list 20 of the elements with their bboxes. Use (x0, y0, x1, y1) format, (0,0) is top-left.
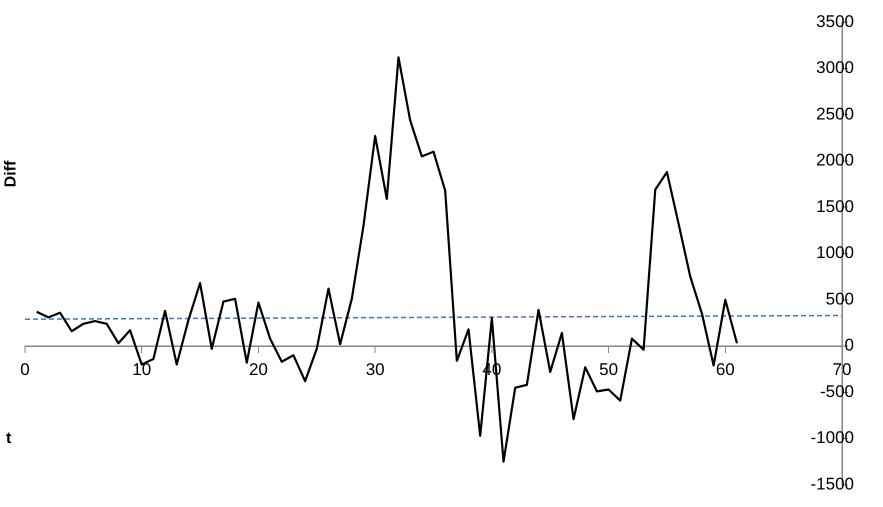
y-axis-title: Diff (2, 160, 20, 188)
x-tick-label: 50 (599, 360, 618, 379)
y-tick-label: 500 (826, 289, 854, 308)
y-tick-label: -1000 (810, 428, 854, 448)
x-tick-label: 60 (716, 360, 735, 379)
x-tick-label: 20 (248, 360, 268, 379)
y-tick-label: 3000 (816, 58, 854, 78)
x-tick-label: 30 (366, 360, 385, 379)
y-tick-label: 1000 (816, 243, 854, 262)
y-tick-label: -500 (820, 382, 854, 401)
y-tick-label: 3500 (816, 12, 854, 31)
y-tick-label: 2000 (816, 150, 854, 170)
y-tick-label: 1500 (816, 196, 854, 216)
x-tick-label: 0 (20, 360, 30, 379)
x-axis-title: t (6, 430, 12, 448)
y-tick-label: 0 (844, 336, 854, 355)
x-tick-label: 10 (132, 360, 152, 379)
y-tick-label: 2500 (816, 104, 854, 124)
x-tick-label: 70 (832, 360, 852, 379)
y-tick-label: -1500 (810, 474, 854, 494)
